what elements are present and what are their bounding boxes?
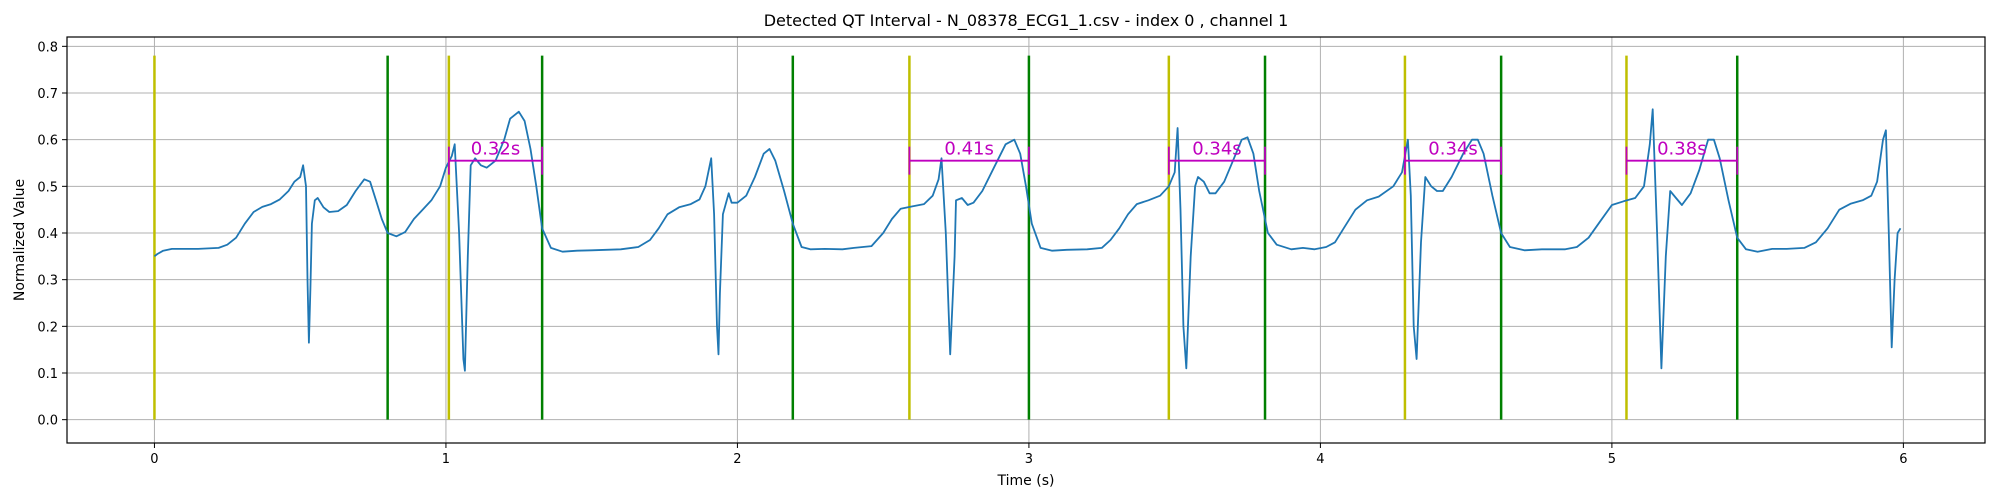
ecg-signal: [153, 108, 1902, 372]
x-tick-label: 3: [1025, 452, 1033, 467]
grid: [67, 37, 1985, 443]
x-tick-label: 2: [733, 452, 741, 467]
x-tick-label: 6: [1899, 452, 1907, 467]
qt-interval-label: 0.38s: [1657, 139, 1706, 160]
y-tick-label: 0.7: [37, 87, 58, 102]
ecg-series-line: [153, 108, 1902, 372]
x-axis-ticks: 0 1 2 3 4 5 6: [150, 443, 1908, 467]
chart-title: Detected QT Interval - N_08378_ECG1_1.cs…: [764, 11, 1289, 31]
y-tick-label: 0.5: [37, 180, 58, 195]
qt-interval-label: 0.34s: [1192, 139, 1241, 160]
y-axis-ticks: 0.0 0.1 0.2 0.3 0.4 0.5 0.6 0.7 0.8: [37, 40, 67, 429]
y-tick-label: 0.4: [37, 227, 58, 242]
qt-interval-label: 0.34s: [1428, 139, 1477, 160]
y-tick-label: 0.2: [37, 320, 58, 335]
x-tick-label: 4: [1316, 452, 1324, 467]
x-tick-label: 1: [442, 452, 450, 467]
x-axis-label: Time (s): [997, 473, 1055, 489]
y-tick-label: 0.0: [37, 414, 58, 429]
y-tick-label: 0.6: [37, 134, 58, 149]
qt-interval-label: 0.41s: [944, 139, 993, 160]
y-tick-label: 0.1: [37, 367, 58, 382]
x-tick-label: 0: [150, 452, 158, 467]
x-tick-label: 5: [1608, 452, 1616, 467]
y-tick-label: 0.3: [37, 274, 58, 289]
y-axis-label: Normalized Value: [12, 179, 28, 301]
interval-markers: [153, 55, 1739, 420]
plot-frame: [66, 36, 1986, 444]
qt-brackets: 0.32s 0.41s 0.34s 0.34s 0.38s: [447, 139, 1739, 175]
y-tick-label: 0.8: [37, 40, 58, 55]
qt-interval-label: 0.32s: [471, 139, 520, 160]
